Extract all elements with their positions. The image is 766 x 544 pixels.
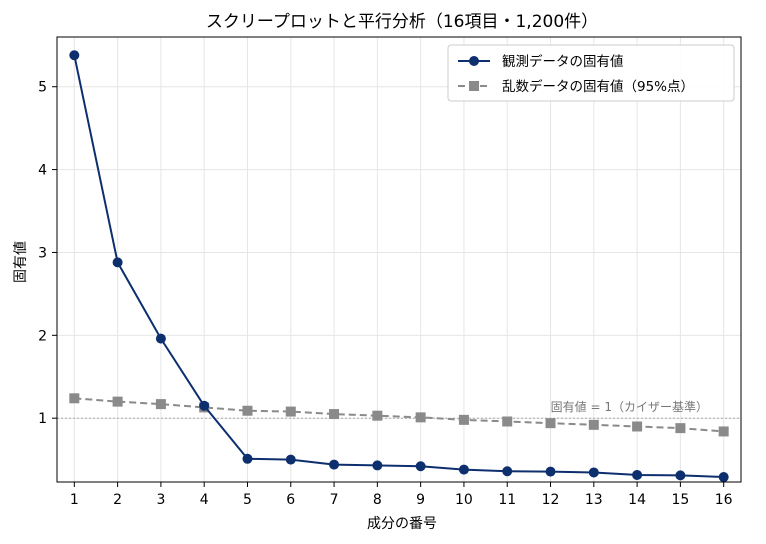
data-point	[285, 454, 296, 465]
x-tick-label: 15	[671, 492, 689, 508]
x-tick-label: 9	[416, 492, 425, 508]
x-tick-label: 1	[70, 492, 79, 508]
data-point	[415, 412, 426, 423]
legend-box	[447, 44, 735, 102]
legend-marker	[469, 81, 479, 91]
data-point	[632, 469, 643, 480]
data-point	[242, 405, 253, 416]
x-tick-label: 3	[156, 492, 165, 508]
legend-label: 乱数データの固有値（95%点）	[502, 78, 694, 95]
series-line	[74, 397, 724, 433]
data-point	[329, 409, 340, 420]
data-point	[69, 50, 80, 61]
x-tick-label: 8	[373, 492, 382, 508]
data-point	[588, 419, 599, 430]
x-tick-label: 6	[286, 492, 295, 508]
chart-title: スクリープロットと平行分析（16項目・1,200件）	[206, 12, 598, 32]
data-point	[632, 421, 643, 432]
data-point	[372, 410, 383, 421]
x-tick-label: 13	[585, 492, 603, 508]
x-axis-label: 成分の番号	[367, 516, 437, 532]
y-axis-label: 固有値	[13, 241, 29, 283]
data-point	[155, 399, 166, 410]
y-tick-label: 4	[38, 163, 47, 179]
legend-marker	[469, 56, 479, 66]
data-point	[69, 393, 80, 404]
legend-label: 観測データの固有値	[502, 53, 624, 70]
data-point	[285, 406, 296, 417]
data-point	[718, 472, 729, 483]
y-tick-label: 3	[38, 245, 47, 261]
data-point	[502, 466, 513, 477]
reference-line-label: 固有値 = 1（カイザー基準）	[551, 399, 708, 414]
x-tick-label: 14	[628, 492, 646, 508]
data-point	[458, 464, 469, 475]
data-point	[112, 396, 123, 407]
x-tick-label: 16	[715, 492, 733, 508]
data-point	[458, 414, 469, 425]
data-point	[545, 466, 556, 477]
data-point	[199, 400, 210, 411]
reference-line-group: 固有値 = 1（カイザー基準）	[57, 399, 741, 419]
data-point	[675, 470, 686, 481]
data-point	[675, 423, 686, 434]
data-point	[588, 467, 599, 478]
x-tick-label: 5	[243, 492, 252, 508]
data-point	[155, 333, 166, 344]
x-tick-label: 4	[200, 492, 209, 508]
y-tick-label: 5	[38, 80, 47, 96]
y-tick-label: 2	[38, 328, 47, 344]
x-tick-label: 12	[542, 492, 560, 508]
x-tick-label: 2	[113, 492, 122, 508]
grid	[57, 37, 741, 482]
data-point	[502, 416, 513, 427]
x-tick-label: 7	[330, 492, 339, 508]
series-group	[69, 50, 729, 483]
series-line	[73, 55, 724, 479]
x-axis-ticks: 1 2 3 4 5 6 7 8 9 10 11 12 13 14 15 16	[70, 482, 733, 508]
x-tick-label: 11	[498, 492, 516, 508]
data-point	[112, 257, 123, 268]
data-point	[415, 461, 426, 472]
data-point	[545, 418, 556, 429]
data-point	[242, 453, 253, 464]
y-axis-ticks: 1 2 3 4 5	[38, 80, 57, 427]
plot-area-frame	[56, 36, 742, 483]
data-point	[372, 460, 383, 471]
data-point	[329, 459, 340, 470]
y-tick-label: 1	[38, 411, 47, 427]
x-tick-label: 10	[455, 492, 473, 508]
data-point	[718, 426, 729, 437]
